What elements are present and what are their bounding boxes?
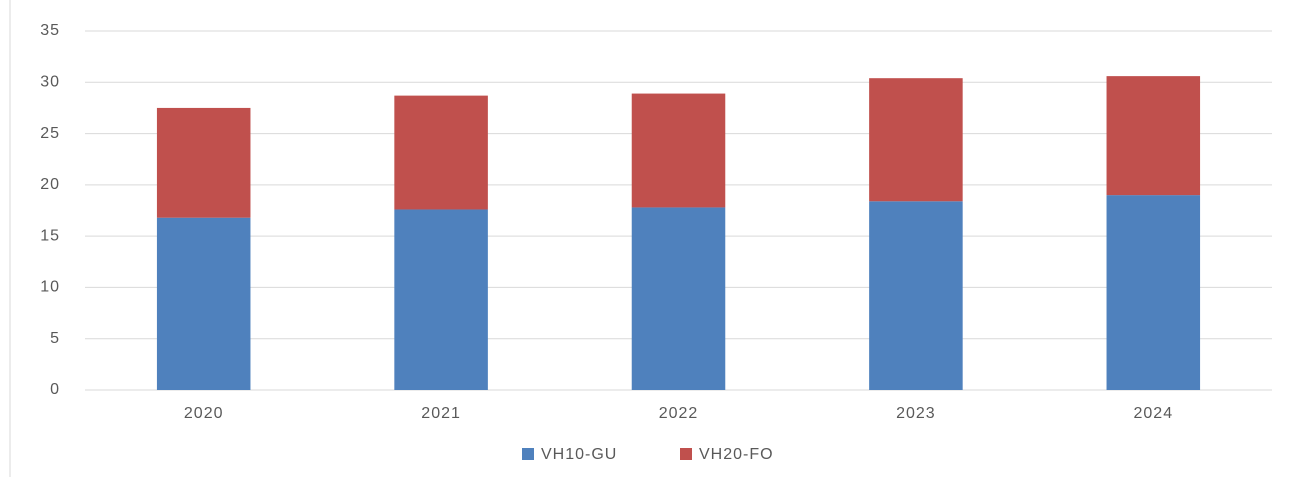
y-tick-label: 5 [50,330,60,347]
x-tick-label: 2023 [896,405,936,422]
y-tick-label: 20 [40,176,60,193]
legend-swatch [680,448,692,460]
x-tick-label: 2020 [184,405,224,422]
bar-segment [631,93,726,208]
x-tick-label: 2021 [421,405,461,422]
legend-label: VH10-GU [541,446,617,463]
bar-segment [394,209,488,390]
bar-segment [156,217,251,390]
y-tick-label: 10 [40,279,60,296]
bar-segment [156,107,251,218]
bar-segment [1106,195,1201,390]
bar-segment [869,201,963,390]
bar-segment [869,78,963,202]
legend-swatch [522,448,534,460]
y-tick-label: 25 [40,125,60,142]
x-tick-label: 2024 [1134,405,1174,422]
bar-segment [631,207,726,390]
x-tick-label: 2022 [659,405,699,422]
legend-label: VH20-FO [699,446,774,463]
y-tick-label: 15 [40,227,60,244]
y-tick-label: 30 [40,74,60,91]
bar-segment [394,95,488,210]
bar-segment [1106,76,1201,196]
y-tick-label: 35 [40,22,60,39]
y-tick-label: 0 [50,381,60,398]
